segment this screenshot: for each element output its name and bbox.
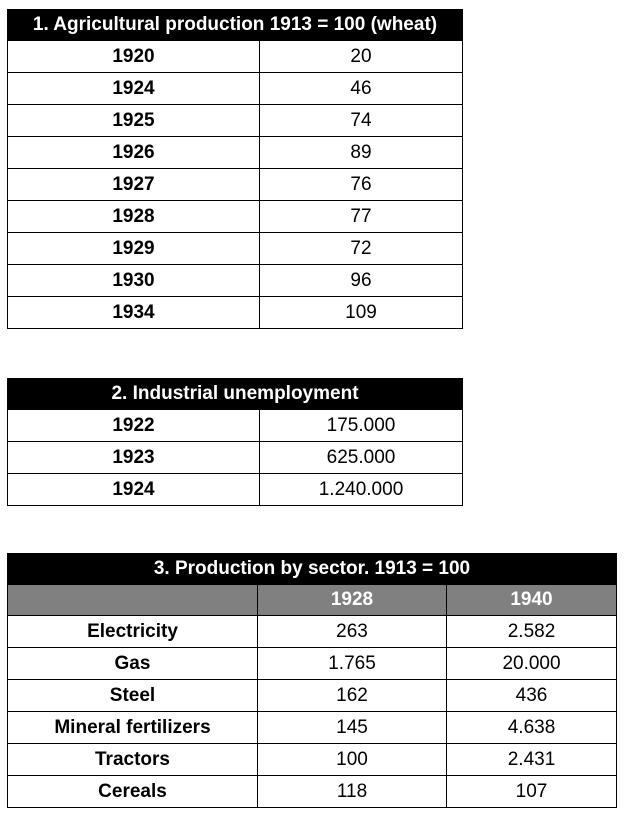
table-row: 1934 109 — [7, 296, 463, 329]
row-label-cell: Gas — [7, 647, 258, 680]
table-row: Steel 162 436 — [7, 679, 617, 712]
table-row: 1924 46 — [7, 72, 463, 105]
value-cell: 2.431 — [446, 743, 617, 776]
table-row: Gas 1.765 20.000 — [7, 647, 617, 680]
value-cell: 100 — [257, 743, 447, 776]
value-cell: 145 — [257, 711, 447, 744]
table-row: Mineral fertilizers 145 4.638 — [7, 711, 617, 744]
table-row: 1922 175.000 — [7, 409, 464, 442]
table-body: Electricity 263 2.582 Gas 1.765 20.000 Steel 16… — [7, 615, 617, 808]
value-cell: 263 — [257, 615, 447, 648]
table-row: 1930 96 — [7, 264, 463, 297]
table-body: 1922 175.000 1923 625.000 1924 1.240.000 — [7, 409, 464, 506]
value-cell: 436 — [446, 679, 617, 712]
row-label-cell: Mineral fertilizers — [7, 711, 258, 744]
value-cell: 118 — [257, 775, 447, 808]
value-cell: 109 — [259, 296, 463, 329]
row-label-cell: Tractors — [7, 743, 258, 776]
table-row: 1926 89 — [7, 136, 463, 169]
column-header — [7, 584, 258, 616]
value-cell: 20 — [259, 40, 463, 73]
row-label-cell: Cereals — [7, 775, 258, 808]
row-label-cell: 1922 — [7, 409, 260, 442]
table-title: 1. Agricultural production 1913 = 100 (w… — [7, 9, 463, 41]
table-row: 1928 77 — [7, 200, 463, 233]
row-label-cell: 1925 — [7, 104, 260, 137]
value-cell: 1.765 — [257, 647, 447, 680]
column-header: 1928 — [257, 584, 447, 616]
agricultural-production-table: 1. Agricultural production 1913 = 100 (w… — [7, 9, 463, 329]
table-title: 3. Production by sector. 1913 = 100 — [7, 553, 617, 585]
table-row: 1927 76 — [7, 168, 463, 201]
row-label-cell: 1927 — [7, 168, 260, 201]
value-cell: 72 — [259, 232, 463, 265]
row-label-cell: Steel — [7, 679, 258, 712]
value-cell: 4.638 — [446, 711, 617, 744]
row-label-cell: 1934 — [7, 296, 260, 329]
table-row: 1924 1.240.000 — [7, 473, 464, 506]
value-cell: 2.582 — [446, 615, 617, 648]
table-row: Tractors 100 2.431 — [7, 743, 617, 776]
row-label-cell: 1924 — [7, 72, 260, 105]
table-body: 1920 20 1924 46 1925 74 1926 89 1927 76 1928 77 1929… — [7, 40, 463, 329]
row-label-cell: Electricity — [7, 615, 258, 648]
table-row: Electricity 263 2.582 — [7, 615, 617, 648]
row-label-cell: 1930 — [7, 264, 260, 297]
value-cell: 74 — [259, 104, 463, 137]
value-cell: 625.000 — [258, 441, 464, 474]
row-label-cell: 1924 — [7, 473, 260, 506]
value-cell: 162 — [257, 679, 447, 712]
table-row: 1925 74 — [7, 104, 463, 137]
column-header-row: 1928 1940 — [7, 584, 617, 616]
production-by-sector-table: 3. Production by sector. 1913 = 100 1928… — [7, 553, 617, 808]
table-title: 2. Industrial unemployment — [6, 378, 464, 410]
table-row: 1920 20 — [7, 40, 463, 73]
row-label-cell: 1929 — [7, 232, 260, 265]
value-cell: 107 — [446, 775, 617, 808]
table-row: Cereals 118 107 — [7, 775, 617, 808]
row-label-cell: 1926 — [7, 136, 260, 169]
column-header: 1940 — [446, 584, 617, 616]
value-cell: 46 — [259, 72, 463, 105]
value-cell: 89 — [259, 136, 463, 169]
value-cell: 76 — [259, 168, 463, 201]
value-cell: 1.240.000 — [258, 473, 464, 506]
row-label-cell: 1923 — [7, 441, 260, 474]
value-cell: 96 — [259, 264, 463, 297]
value-cell: 20.000 — [446, 647, 617, 680]
industrial-unemployment-table: 2. Industrial unemployment 1922 175.000 19… — [6, 378, 464, 506]
table-row: 1923 625.000 — [7, 441, 464, 474]
table-row: 1929 72 — [7, 232, 463, 265]
row-label-cell: 1920 — [7, 40, 260, 73]
value-cell: 77 — [259, 200, 463, 233]
value-cell: 175.000 — [258, 409, 464, 442]
row-label-cell: 1928 — [7, 200, 260, 233]
